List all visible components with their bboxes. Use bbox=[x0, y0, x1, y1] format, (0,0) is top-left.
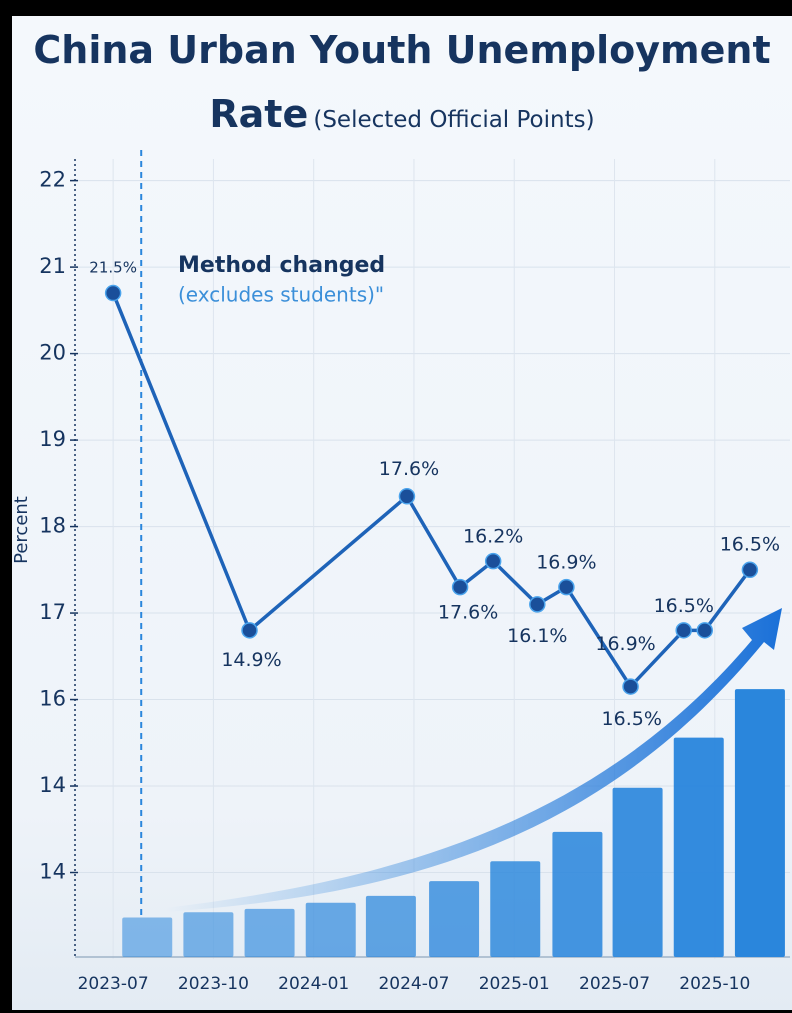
title-block: China Urban Youth Unemployment Rate (Sel… bbox=[32, 22, 772, 150]
line bbox=[111, 292, 752, 689]
point-label: 16.9% bbox=[595, 633, 655, 655]
bar bbox=[122, 917, 173, 957]
point-label: 16.5% bbox=[654, 595, 714, 617]
y-tick-label: 18 bbox=[39, 514, 66, 538]
y-tick-label: 19 bbox=[39, 427, 66, 451]
y-tick-label: 16 bbox=[39, 687, 66, 711]
trend-arrow bbox=[165, 608, 782, 912]
bar bbox=[429, 881, 480, 957]
y-tick-label: 14 bbox=[39, 773, 66, 797]
point bbox=[104, 284, 122, 302]
point bbox=[398, 488, 416, 505]
bar bbox=[734, 689, 785, 957]
point bbox=[558, 578, 575, 596]
y-tick-label: 14 bbox=[39, 860, 66, 884]
chart-title: China Urban Youth Unemployment Rate bbox=[33, 28, 771, 136]
point bbox=[484, 552, 502, 570]
point-label: 17.6% bbox=[438, 602, 498, 624]
x-tick-label: 2023-07 bbox=[78, 974, 149, 994]
bar bbox=[183, 912, 234, 957]
x-tick-label: 2025-01 bbox=[479, 974, 550, 994]
point-label: 16.9% bbox=[536, 552, 596, 574]
point-label: 14.9% bbox=[221, 649, 281, 671]
y-tick-label: 20 bbox=[39, 341, 66, 365]
point bbox=[241, 622, 258, 639]
x-tick-label: 2024-07 bbox=[378, 974, 449, 994]
point-label: 16.1% bbox=[507, 625, 567, 647]
point bbox=[741, 561, 759, 579]
bar bbox=[612, 787, 663, 957]
point bbox=[622, 678, 639, 695]
bar bbox=[365, 895, 416, 957]
y-tick-label: 22 bbox=[39, 168, 66, 192]
bar bbox=[305, 902, 356, 957]
bar bbox=[673, 737, 724, 957]
point-label: 16.2% bbox=[463, 526, 523, 548]
bar bbox=[490, 861, 541, 957]
bar bbox=[244, 908, 295, 957]
annotation: Method changed bbox=[178, 253, 385, 278]
x-tick-label: 2024-01 bbox=[278, 974, 349, 994]
point bbox=[675, 622, 692, 639]
point-label: 21.5% bbox=[89, 259, 137, 277]
x-tick-label: 2025-10 bbox=[679, 974, 750, 994]
y-tick-label: 17 bbox=[39, 600, 66, 624]
point bbox=[451, 578, 469, 596]
y-axis-label: Percent bbox=[11, 496, 32, 564]
point bbox=[696, 622, 714, 639]
annotation: (excludes students)" bbox=[178, 283, 384, 307]
point bbox=[529, 596, 546, 613]
chart-subtitle: (Selected Official Points) bbox=[313, 107, 595, 133]
point-label: 16.5% bbox=[720, 533, 780, 555]
bar bbox=[552, 831, 603, 957]
point-label: 16.5% bbox=[602, 708, 662, 730]
x-tick-label: 2025-07 bbox=[579, 974, 650, 994]
point-label: 17.6% bbox=[379, 458, 439, 480]
y-tick-label: 21 bbox=[39, 254, 66, 278]
x-tick-label: 2023-10 bbox=[178, 974, 249, 994]
